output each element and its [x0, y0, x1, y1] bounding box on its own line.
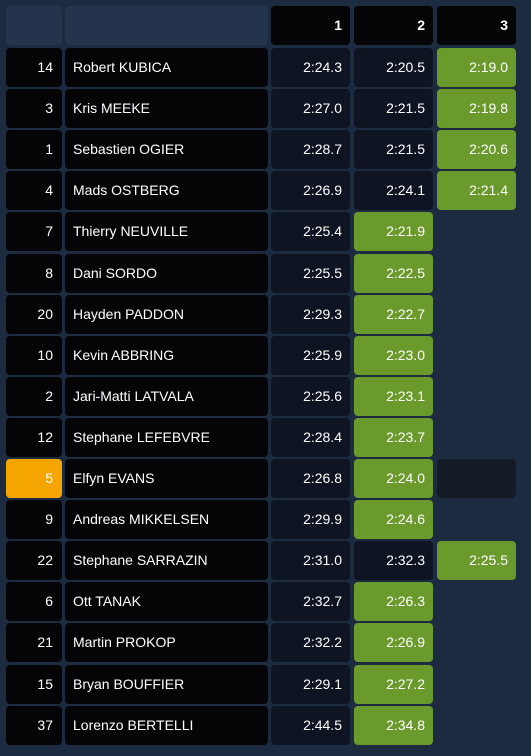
stage-time: 2:24.0 — [354, 459, 433, 498]
stage-time: 2:20.6 — [437, 130, 516, 170]
car-number: 9 — [6, 500, 62, 540]
driver-name: Martin PROKOP — [65, 623, 268, 663]
stage-time: 2:25.9 — [271, 335, 350, 375]
stage-time: 2:24.1 — [354, 171, 433, 211]
car-number: 5 — [6, 459, 62, 498]
driver-name: Stephane SARRAZIN — [65, 541, 268, 581]
stage-time: 2:44.5 — [271, 705, 350, 745]
driver-name: Kris MEEKE — [65, 89, 268, 129]
stage-time: 2:26.8 — [271, 459, 350, 498]
driver-name: Elfyn EVANS — [65, 459, 268, 498]
stage-time: 2:25.5 — [437, 541, 516, 581]
stage-time: 2:19.8 — [437, 89, 516, 129]
stage-time: 2:25.6 — [271, 376, 350, 416]
stage-time: 2:29.3 — [271, 294, 350, 334]
car-number: 3 — [6, 89, 62, 129]
driver-name: Stephane LEFEBVRE — [65, 417, 268, 457]
car-number: 22 — [6, 541, 62, 581]
stage-time: 2:26.3 — [354, 582, 433, 622]
driver-name: Jari-Matti LATVALA — [65, 376, 268, 416]
car-number: 4 — [6, 171, 62, 211]
stage-time: 2:21.5 — [354, 130, 433, 170]
stage-time: 2:21.5 — [354, 89, 433, 129]
car-number: 6 — [6, 582, 62, 622]
stage-time: 2:29.9 — [271, 500, 350, 540]
driver-name: Hayden PADDON — [65, 294, 268, 334]
stage-time: 2:28.7 — [271, 130, 350, 170]
stage-time: 2:23.0 — [354, 335, 433, 375]
stage-time: 2:21.9 — [354, 212, 433, 252]
car-number: 2 — [6, 376, 62, 416]
stage-time: 2:24.3 — [271, 48, 350, 87]
column-header: 1 — [271, 6, 350, 45]
stage-time-empty — [437, 459, 516, 498]
car-number: 15 — [6, 664, 62, 704]
stage-time: 2:21.4 — [437, 171, 516, 211]
stage-time: 2:26.9 — [354, 623, 433, 663]
car-number: 10 — [6, 335, 62, 375]
stage-time: 2:20.5 — [354, 48, 433, 87]
column-header: 2 — [354, 6, 433, 45]
stage-time: 2:27.2 — [354, 664, 433, 704]
stage-time: 2:31.0 — [271, 541, 350, 581]
driver-name: Thierry NEUVILLE — [65, 212, 268, 252]
header-blank — [6, 6, 62, 45]
stage-time: 2:27.0 — [271, 89, 350, 129]
stage-time: 2:28.4 — [271, 417, 350, 457]
driver-name: Robert KUBICA — [65, 48, 268, 87]
driver-name: Mads OSTBERG — [65, 171, 268, 211]
stage-time: 2:32.3 — [354, 541, 433, 581]
car-number: 21 — [6, 623, 62, 663]
car-number: 12 — [6, 417, 62, 457]
car-number: 8 — [6, 253, 62, 293]
stage-time: 2:22.5 — [354, 253, 433, 293]
driver-name: Andreas MIKKELSEN — [65, 500, 268, 540]
driver-name: Bryan BOUFFIER — [65, 664, 268, 704]
stage-time: 2:24.6 — [354, 500, 433, 540]
stage-time: 2:23.7 — [354, 417, 433, 457]
driver-name: Sebastien OGIER — [65, 130, 268, 170]
driver-name: Dani SORDO — [65, 253, 268, 293]
car-number: 1 — [6, 130, 62, 170]
car-number: 14 — [6, 48, 62, 87]
driver-name: Kevin ABBRING — [65, 335, 268, 375]
stage-time: 2:19.0 — [437, 48, 516, 87]
driver-name: Lorenzo BERTELLI — [65, 705, 268, 745]
car-number: 20 — [6, 294, 62, 334]
car-number: 7 — [6, 212, 62, 252]
stage-time: 2:22.7 — [354, 294, 433, 334]
header-blank — [65, 6, 268, 45]
stage-time: 2:25.5 — [271, 253, 350, 293]
stage-time: 2:34.8 — [354, 705, 433, 745]
column-header: 3 — [437, 6, 516, 45]
stage-time: 2:25.4 — [271, 212, 350, 252]
stage-time: 2:32.2 — [271, 623, 350, 663]
stage-time: 2:23.1 — [354, 376, 433, 416]
stage-time: 2:29.1 — [271, 664, 350, 704]
stage-time: 2:26.9 — [271, 171, 350, 211]
stage-time: 2:32.7 — [271, 582, 350, 622]
driver-name: Ott TANAK — [65, 582, 268, 622]
car-number: 37 — [6, 705, 62, 745]
